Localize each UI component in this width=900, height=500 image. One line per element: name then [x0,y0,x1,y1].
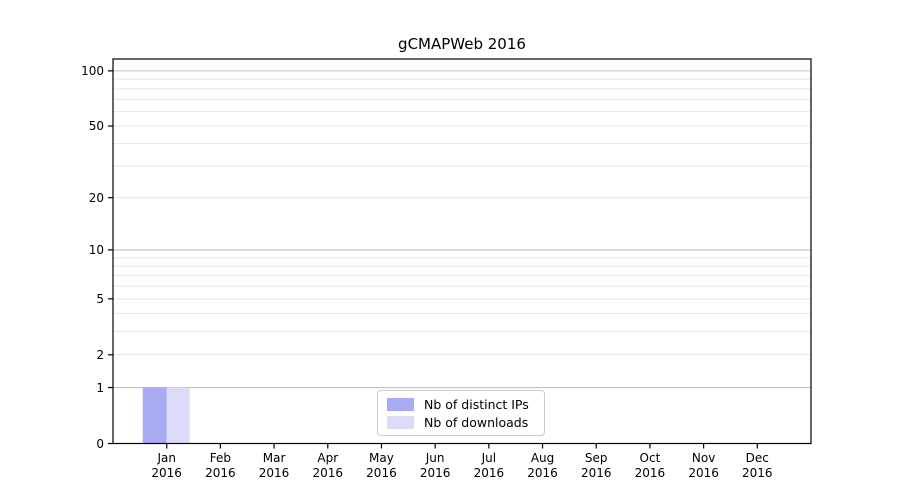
x-tick-label-oct: Oct 2016 [634,450,666,480]
x-tick-label-apr: Apr 2016 [312,450,344,480]
legend-label-distinct-ips: Nb of distinct IPs [424,396,529,412]
y-tick-label-100: 100 [81,63,104,78]
x-tick-label-jan: Jan 2016 [151,450,182,480]
y-tick-label-10: 10 [88,242,104,257]
bar-distinct-ips-jan [142,387,167,444]
plot-border [112,58,812,445]
y-tick-label-5: 5 [96,291,104,306]
x-tick-label-jul: Jul 2016 [473,450,505,480]
y-tick-label-50: 50 [88,119,104,134]
y-tick-label-0: 0 [96,436,104,451]
x-tick-label-jun: Jun 2016 [419,450,451,480]
bar-downloads-jan [166,387,190,444]
x-tick-label-aug: Aug 2016 [527,450,558,480]
legend: Nb of distinct IPs Nb of downloads [377,390,545,436]
x-tick-label-sep: Sep 2016 [580,450,612,480]
legend-item-downloads: Nb of downloads [387,414,544,430]
x-tick-label-may: May 2016 [366,450,397,480]
x-tick-label-nov: Nov 2016 [688,450,719,480]
y-tick-label-1: 1 [96,380,104,395]
x-tick-label-feb: Feb 2016 [205,450,236,480]
legend-swatch-distinct-ips [387,397,414,411]
chart-title: gCMAPWeb 2016 [398,35,526,53]
legend-swatch-downloads [387,415,414,429]
x-tick-label-dec: Dec 2016 [742,450,773,480]
x-tick-label-mar: Mar 2016 [258,450,290,480]
legend-item-distinct-ips: Nb of distinct IPs [387,396,544,412]
legend-label-downloads: Nb of downloads [424,414,529,430]
y-tick-label-20: 20 [88,190,104,205]
y-tick-label-2: 2 [96,347,104,362]
